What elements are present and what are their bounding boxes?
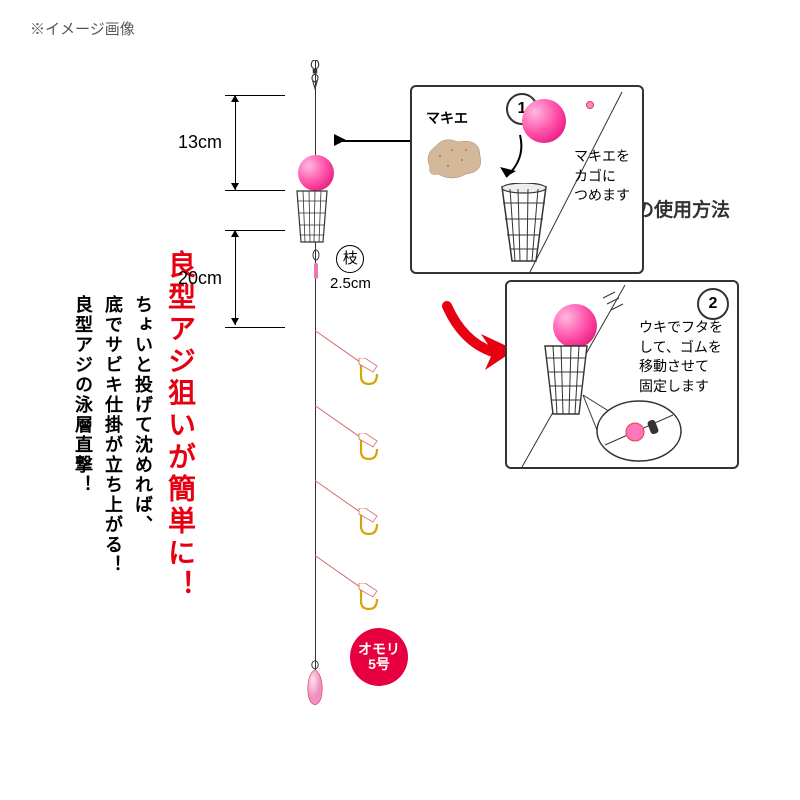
dim-top-label: 13cm	[178, 132, 222, 153]
hook-icon	[357, 433, 381, 463]
float-ball-icon	[298, 155, 334, 191]
dim-arrow-top	[235, 95, 236, 190]
callout-arrowhead	[332, 133, 346, 147]
subline-1: 良型アジの泳層直撃！	[70, 295, 96, 495]
dim-arrow-gap	[235, 230, 236, 325]
dim-gap-label: 20cm	[178, 268, 222, 289]
bait-icon	[422, 132, 486, 182]
branch-label: 枝 2.5cm	[330, 245, 371, 293]
sinker-icon	[300, 660, 330, 708]
dim-tick	[225, 95, 285, 96]
cage-open-icon	[496, 183, 552, 265]
bait-label: マキエ	[426, 109, 468, 129]
subline-2: 底でサビキ仕掛が立ち上がる！	[100, 295, 126, 575]
panel1-text: マキエを カゴに つめます	[574, 147, 630, 206]
sinker-badge-l2: 5号	[368, 657, 390, 672]
dim-tick	[225, 327, 285, 328]
instruction-panel-2: 2 ウキでフタを して、ゴムを 移動させて 固定します	[505, 280, 739, 469]
hook-icon	[357, 508, 381, 538]
sinker-badge: オモリ 5号	[350, 628, 408, 686]
headline: 良型アジ狙いが簡単に！	[160, 250, 200, 602]
zoom-detail-icon	[577, 387, 687, 467]
image-note: ※イメージ画像	[30, 18, 135, 39]
callout-line	[335, 140, 415, 142]
subline-3: ちょいと投げて沈めれば、	[130, 295, 156, 535]
sinker-badge-l1: オモリ	[358, 642, 400, 657]
bait-cage-icon	[295, 189, 329, 244]
swivel-icon	[300, 60, 330, 90]
instruction-panel-1: 1 マキエ マキエを カゴに つめます	[410, 85, 644, 274]
dim-tick	[225, 230, 285, 231]
hook-icon	[357, 583, 381, 613]
hook-icon	[357, 358, 381, 388]
lower-connector-icon	[311, 249, 321, 279]
dim-tick	[225, 190, 285, 191]
